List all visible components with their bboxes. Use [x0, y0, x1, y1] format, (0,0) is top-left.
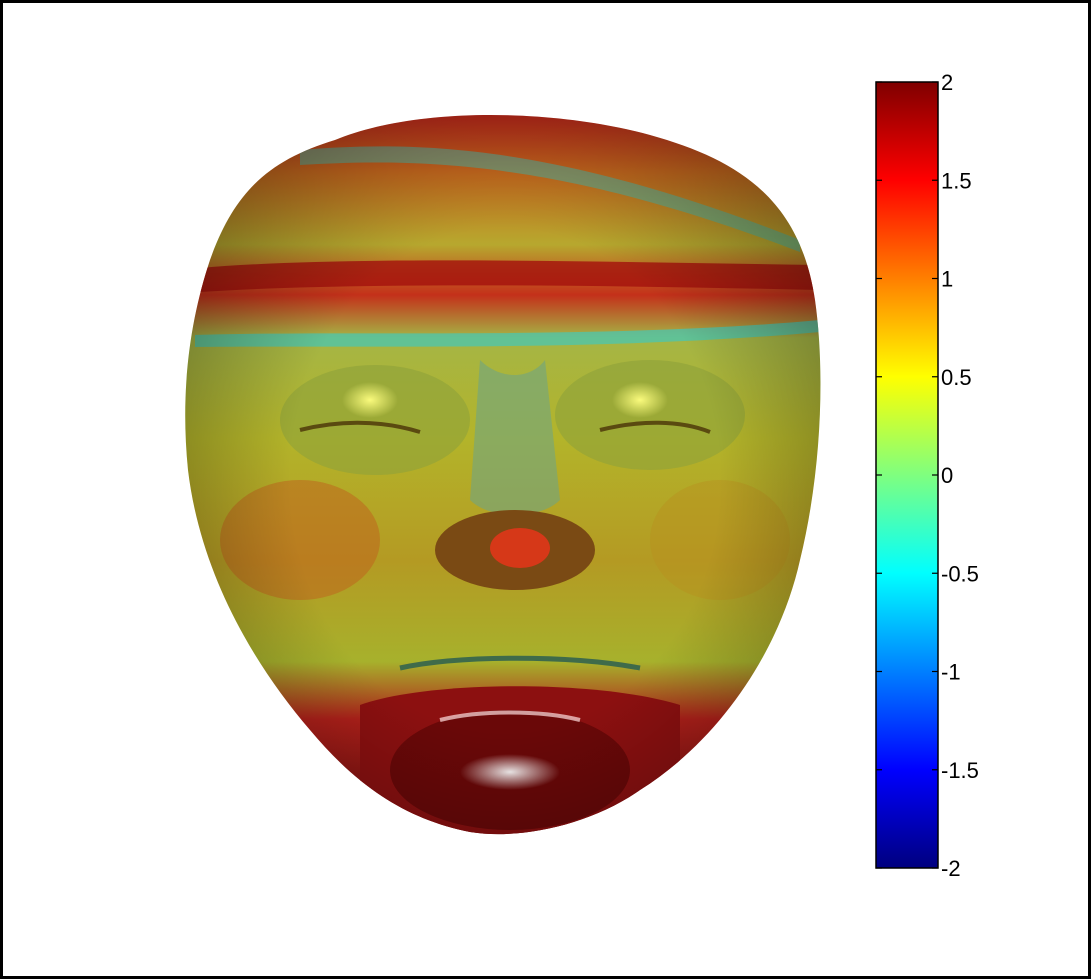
- face-surface: [185, 115, 821, 835]
- colorbar-tick-label: -2: [941, 856, 961, 881]
- colorbar-tick-label: 0: [941, 463, 953, 488]
- colorbar-tick-label: 1.5: [941, 168, 972, 193]
- colorbar-gradient: [875, 81, 939, 869]
- colorbar-tick-label: -0.5: [941, 561, 979, 586]
- colorbar-ticks: 2 1.5 1 0.5 0 -0.5 -1 -1.5 -2: [876, 70, 979, 881]
- colorbar: 2 1.5 1 0.5 0 -0.5 -1 -1.5 -2: [875, 70, 979, 881]
- colorbar-tick-label: -1.5: [941, 758, 979, 783]
- colorbar-tick-label: 2: [941, 70, 953, 95]
- colorbar-tick-label: -1: [941, 660, 961, 685]
- colorbar-tick-label: 0.5: [941, 365, 972, 390]
- colorbar-tick-label: 1: [941, 267, 953, 292]
